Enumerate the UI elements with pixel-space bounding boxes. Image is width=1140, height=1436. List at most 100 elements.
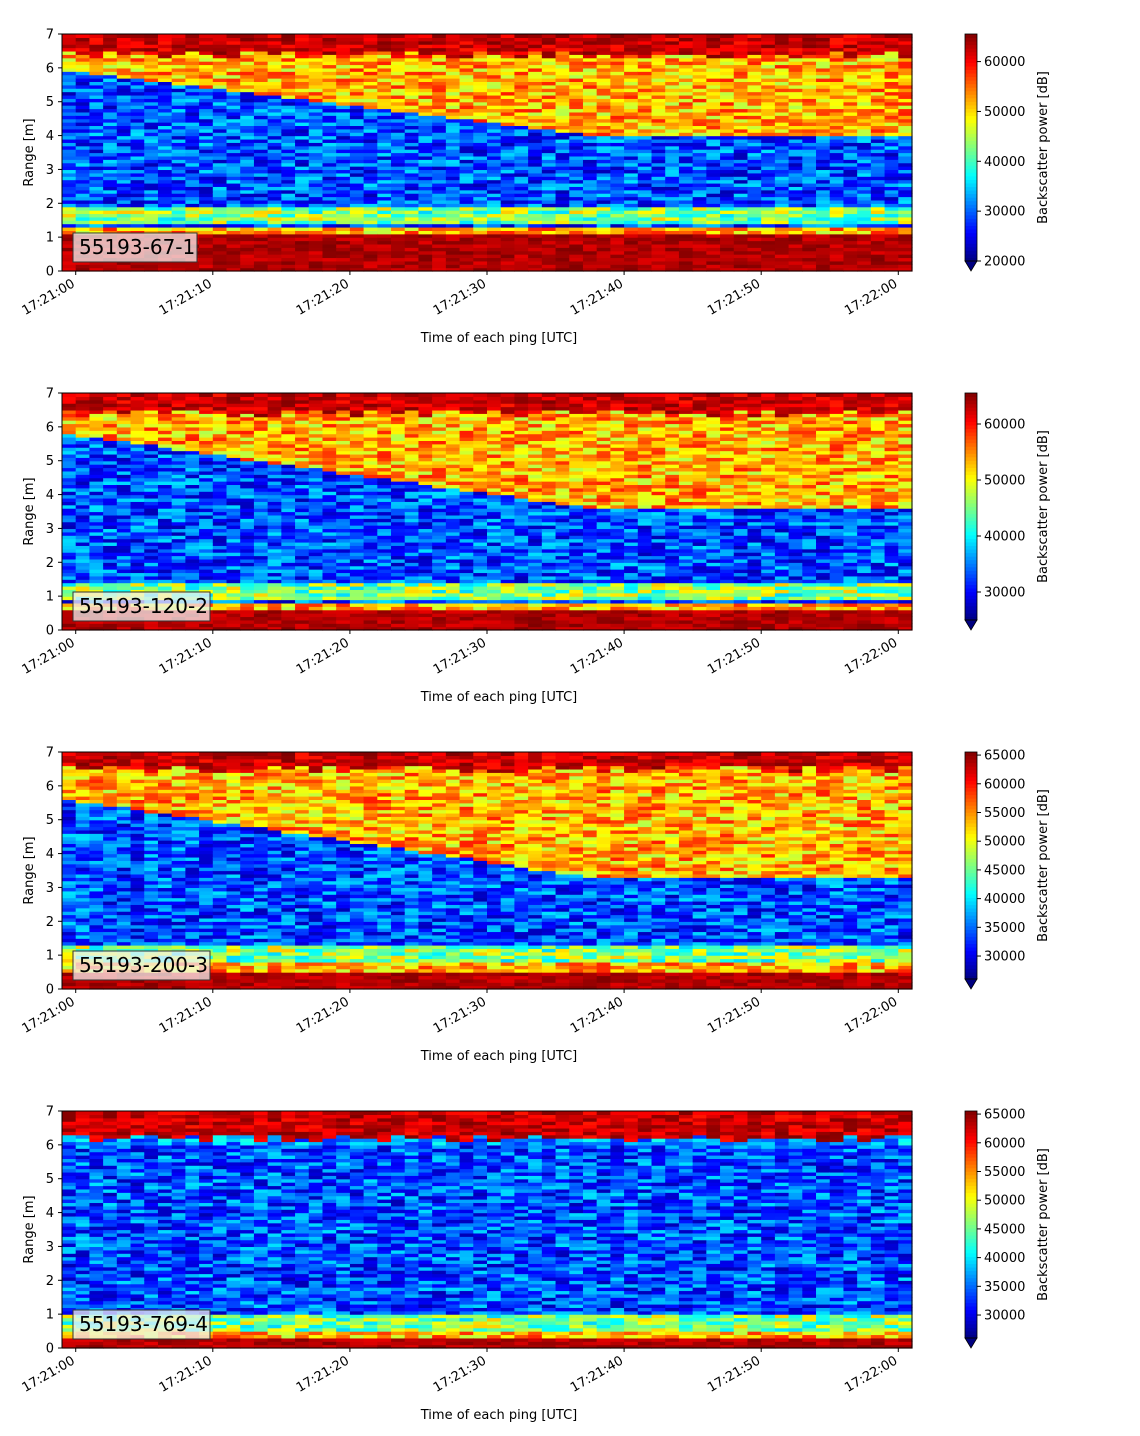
heatmap-cell bbox=[157, 518, 173, 523]
heatmap-cell bbox=[418, 54, 433, 59]
heatmap-cell bbox=[240, 199, 255, 204]
heatmap-cell bbox=[130, 409, 145, 414]
heatmap-cell bbox=[62, 464, 77, 469]
heatmap-cell bbox=[541, 54, 557, 59]
heatmap-cell bbox=[857, 135, 872, 140]
heatmap-cell bbox=[706, 135, 721, 140]
heatmap-cell bbox=[103, 420, 118, 425]
heatmap-cell bbox=[816, 47, 831, 52]
heatmap-cell bbox=[322, 267, 337, 272]
heatmap-cell bbox=[706, 237, 721, 242]
heatmap-cell bbox=[349, 122, 365, 127]
heatmap-cell bbox=[870, 78, 886, 82]
colorbar-segment bbox=[965, 168, 977, 173]
heatmap-cell bbox=[610, 81, 625, 86]
heatmap-cell bbox=[130, 552, 145, 557]
heatmap-cell bbox=[226, 226, 241, 231]
heatmap-cell bbox=[253, 230, 269, 235]
heatmap-cell bbox=[678, 223, 694, 228]
heatmap-cell bbox=[157, 176, 173, 181]
heatmap-cell bbox=[596, 254, 611, 259]
heatmap-cell bbox=[802, 260, 817, 265]
heatmap-cell bbox=[308, 233, 324, 238]
heatmap-cell bbox=[116, 525, 132, 530]
heatmap-cell bbox=[89, 457, 104, 462]
heatmap-cell bbox=[514, 186, 529, 191]
heatmap-cell bbox=[103, 152, 118, 157]
heatmap-cell bbox=[336, 61, 351, 66]
heatmap-cell bbox=[528, 122, 543, 127]
heatmap-cell bbox=[761, 230, 776, 235]
heatmap-cell bbox=[541, 44, 557, 49]
heatmap-cell bbox=[62, 216, 77, 221]
heatmap-cell bbox=[212, 247, 228, 252]
heatmap-cell bbox=[870, 152, 886, 157]
heatmap-cell bbox=[761, 182, 776, 187]
heatmap-cell bbox=[624, 145, 639, 150]
heatmap-cell bbox=[62, 149, 77, 154]
heatmap-cell bbox=[75, 213, 91, 218]
heatmap-cell bbox=[678, 122, 694, 127]
heatmap-cell bbox=[240, 149, 255, 154]
heatmap-cell bbox=[582, 122, 598, 127]
heatmap-cell bbox=[199, 122, 214, 127]
heatmap-cell bbox=[418, 118, 433, 123]
heatmap-cell bbox=[130, 50, 145, 55]
heatmap-cell bbox=[432, 155, 447, 160]
heatmap-cell bbox=[555, 196, 570, 201]
heatmap-cell bbox=[157, 619, 173, 624]
heatmap-cell bbox=[706, 159, 721, 164]
heatmap-cell bbox=[157, 149, 173, 154]
heatmap-cell bbox=[144, 216, 159, 221]
heatmap-cell bbox=[473, 57, 488, 62]
heatmap-cell bbox=[678, 182, 694, 187]
heatmap-cell bbox=[706, 118, 721, 123]
heatmap-cell bbox=[459, 247, 474, 252]
heatmap-cell bbox=[144, 264, 159, 269]
heatmap-cell bbox=[199, 172, 214, 177]
heatmap-cell bbox=[157, 579, 173, 584]
heatmap-cell bbox=[692, 196, 707, 201]
heatmap-cell bbox=[569, 47, 584, 52]
heatmap-cell bbox=[62, 511, 77, 516]
heatmap-cell bbox=[336, 88, 351, 93]
heatmap-cell bbox=[692, 91, 707, 96]
heatmap-cell bbox=[130, 88, 145, 93]
heatmap-cell bbox=[226, 111, 241, 116]
heatmap-cell bbox=[761, 47, 776, 52]
heatmap-cell bbox=[240, 54, 255, 59]
heatmap-cell bbox=[212, 149, 228, 154]
heatmap-cell bbox=[774, 149, 790, 154]
heatmap-cell bbox=[870, 193, 886, 198]
heatmap-cell bbox=[473, 64, 488, 69]
heatmap-cell bbox=[157, 460, 173, 465]
heatmap-cell bbox=[144, 447, 159, 452]
heatmap-cell bbox=[569, 108, 584, 113]
heatmap-cell bbox=[89, 541, 104, 546]
heatmap-cell bbox=[308, 64, 324, 69]
heatmap-cell bbox=[418, 226, 433, 231]
heatmap-cell bbox=[692, 84, 707, 89]
heatmap-cell bbox=[349, 74, 365, 79]
heatmap-cell bbox=[582, 247, 598, 252]
heatmap-cell bbox=[116, 206, 132, 211]
heatmap-cell bbox=[103, 210, 118, 215]
heatmap-cell bbox=[130, 437, 145, 441]
heatmap-cell bbox=[336, 155, 351, 160]
heatmap-cell bbox=[720, 57, 735, 62]
heatmap-cell bbox=[843, 145, 858, 150]
heatmap-cell bbox=[870, 88, 886, 93]
heatmap-cell bbox=[637, 84, 653, 89]
heatmap-cell bbox=[596, 50, 611, 55]
heatmap-cell bbox=[130, 206, 145, 211]
heatmap-cell bbox=[706, 94, 721, 99]
heatmap-cell bbox=[788, 260, 803, 265]
heatmap-cell bbox=[295, 64, 310, 69]
heatmap-cell bbox=[363, 44, 378, 49]
heatmap-cell bbox=[199, 67, 214, 72]
heatmap-cell bbox=[75, 531, 91, 536]
heatmap-cell bbox=[514, 169, 529, 174]
heatmap-cell bbox=[720, 98, 735, 103]
heatmap-cell bbox=[829, 193, 845, 198]
heatmap-cell bbox=[761, 64, 776, 69]
